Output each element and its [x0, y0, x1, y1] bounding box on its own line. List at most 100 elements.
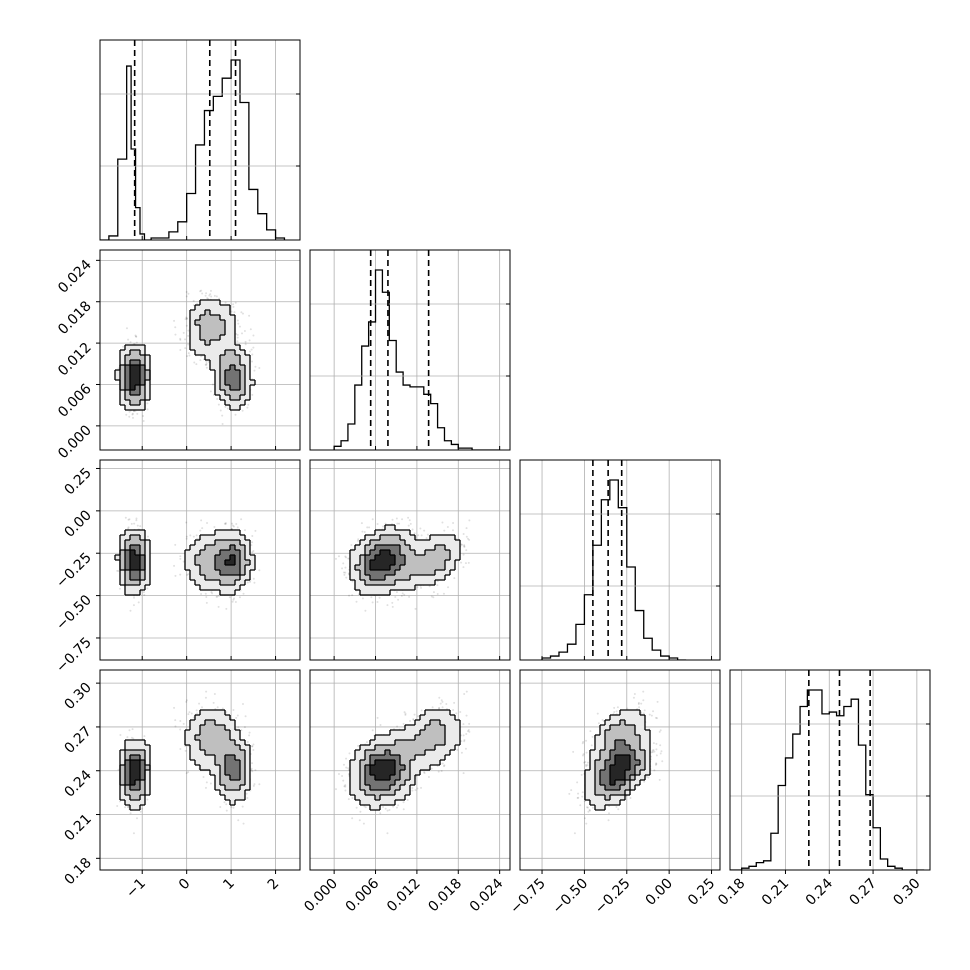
density-cell	[115, 555, 121, 561]
density-cell	[455, 540, 461, 546]
density-cell	[435, 540, 441, 546]
density-cell	[410, 550, 416, 556]
density-cell	[370, 580, 376, 586]
scatter-point	[209, 289, 212, 292]
density-cell	[390, 545, 396, 551]
contour-line	[119, 534, 251, 586]
scatter-point	[118, 800, 121, 803]
density-cell	[395, 560, 401, 566]
scatter-point	[403, 593, 406, 596]
contour-line	[349, 524, 461, 596]
density-cell	[205, 565, 211, 571]
density-cell	[400, 570, 406, 576]
density-cell	[430, 570, 436, 576]
scatter-point	[420, 534, 423, 537]
density-cell	[240, 570, 246, 576]
density-cell	[235, 385, 241, 391]
density-cell	[425, 580, 431, 586]
scatter-point	[204, 294, 207, 297]
scatter-point	[462, 533, 465, 536]
density-cell	[220, 385, 226, 391]
scatter-point	[240, 518, 243, 521]
density-cell	[130, 540, 136, 546]
y-tick-label: −0.50	[53, 592, 95, 634]
scatter-point	[173, 706, 176, 709]
density-cell	[200, 300, 206, 306]
density-cell	[145, 575, 151, 581]
density-cell	[365, 575, 371, 581]
scatter-point	[117, 570, 120, 573]
scatter-point	[251, 535, 254, 538]
scatter-point	[173, 319, 176, 322]
density-cell	[210, 550, 216, 556]
density-cell	[380, 545, 386, 551]
density-cell	[240, 365, 246, 371]
density-cell	[205, 335, 211, 341]
density-cell	[375, 590, 381, 596]
scatter-point	[344, 555, 347, 558]
density-cell	[390, 580, 396, 586]
scatter-point	[192, 535, 195, 538]
density-cell	[420, 550, 426, 556]
scatter-point	[200, 519, 203, 522]
density-cell	[365, 580, 371, 586]
density-cell	[230, 530, 236, 536]
density-cell	[435, 560, 441, 566]
scatter-point	[465, 549, 468, 552]
density-cell	[405, 580, 411, 586]
scatter-point	[251, 551, 254, 554]
scatter-point	[426, 533, 429, 536]
scatter-point	[452, 521, 455, 524]
density-cell	[405, 570, 411, 576]
scatter-point	[368, 526, 371, 529]
density-cell	[245, 555, 251, 561]
scatter-point	[391, 605, 394, 608]
scatter-point	[215, 595, 218, 598]
density-cell	[220, 360, 226, 366]
density-cell	[130, 365, 136, 371]
density-cell	[225, 340, 231, 346]
density-cell	[415, 545, 421, 551]
scatter-point	[184, 338, 187, 341]
scatter-point	[127, 338, 130, 341]
density-cell	[125, 565, 131, 571]
density-cell	[380, 540, 386, 546]
density-cell	[355, 570, 361, 576]
density-cell	[135, 570, 141, 576]
density-cell	[240, 400, 246, 406]
scatter-point	[192, 299, 195, 302]
density-cell	[380, 565, 386, 571]
density-cell	[385, 560, 391, 566]
density-cell	[370, 535, 376, 541]
density-cell	[225, 545, 231, 551]
scatter-point	[200, 289, 203, 292]
density-cell	[385, 580, 391, 586]
scatter-point	[396, 522, 399, 525]
density-cell	[400, 530, 406, 536]
scatter-point	[142, 591, 145, 594]
density-cell	[230, 560, 236, 566]
density-cell	[195, 560, 201, 566]
density-cell	[140, 390, 146, 396]
density-cell	[215, 385, 221, 391]
density-cell	[250, 555, 256, 561]
panel-0-0	[99, 39, 301, 241]
scatter-point	[146, 587, 149, 590]
scatter-point	[209, 390, 212, 393]
density-cell	[440, 560, 446, 566]
scatter-point	[174, 543, 177, 546]
scatter-point	[252, 748, 255, 751]
density-cell	[350, 570, 356, 576]
density-cell	[230, 395, 236, 401]
scatter-point	[179, 337, 182, 340]
scatter-point	[174, 326, 177, 329]
density-cell	[215, 300, 221, 306]
density-cell	[130, 570, 136, 576]
density-cell	[235, 535, 241, 541]
density-cell	[455, 555, 461, 561]
density-cell	[435, 545, 441, 551]
density-cell	[380, 590, 386, 596]
histogram-step	[100, 59, 286, 240]
density-cell	[240, 375, 246, 381]
